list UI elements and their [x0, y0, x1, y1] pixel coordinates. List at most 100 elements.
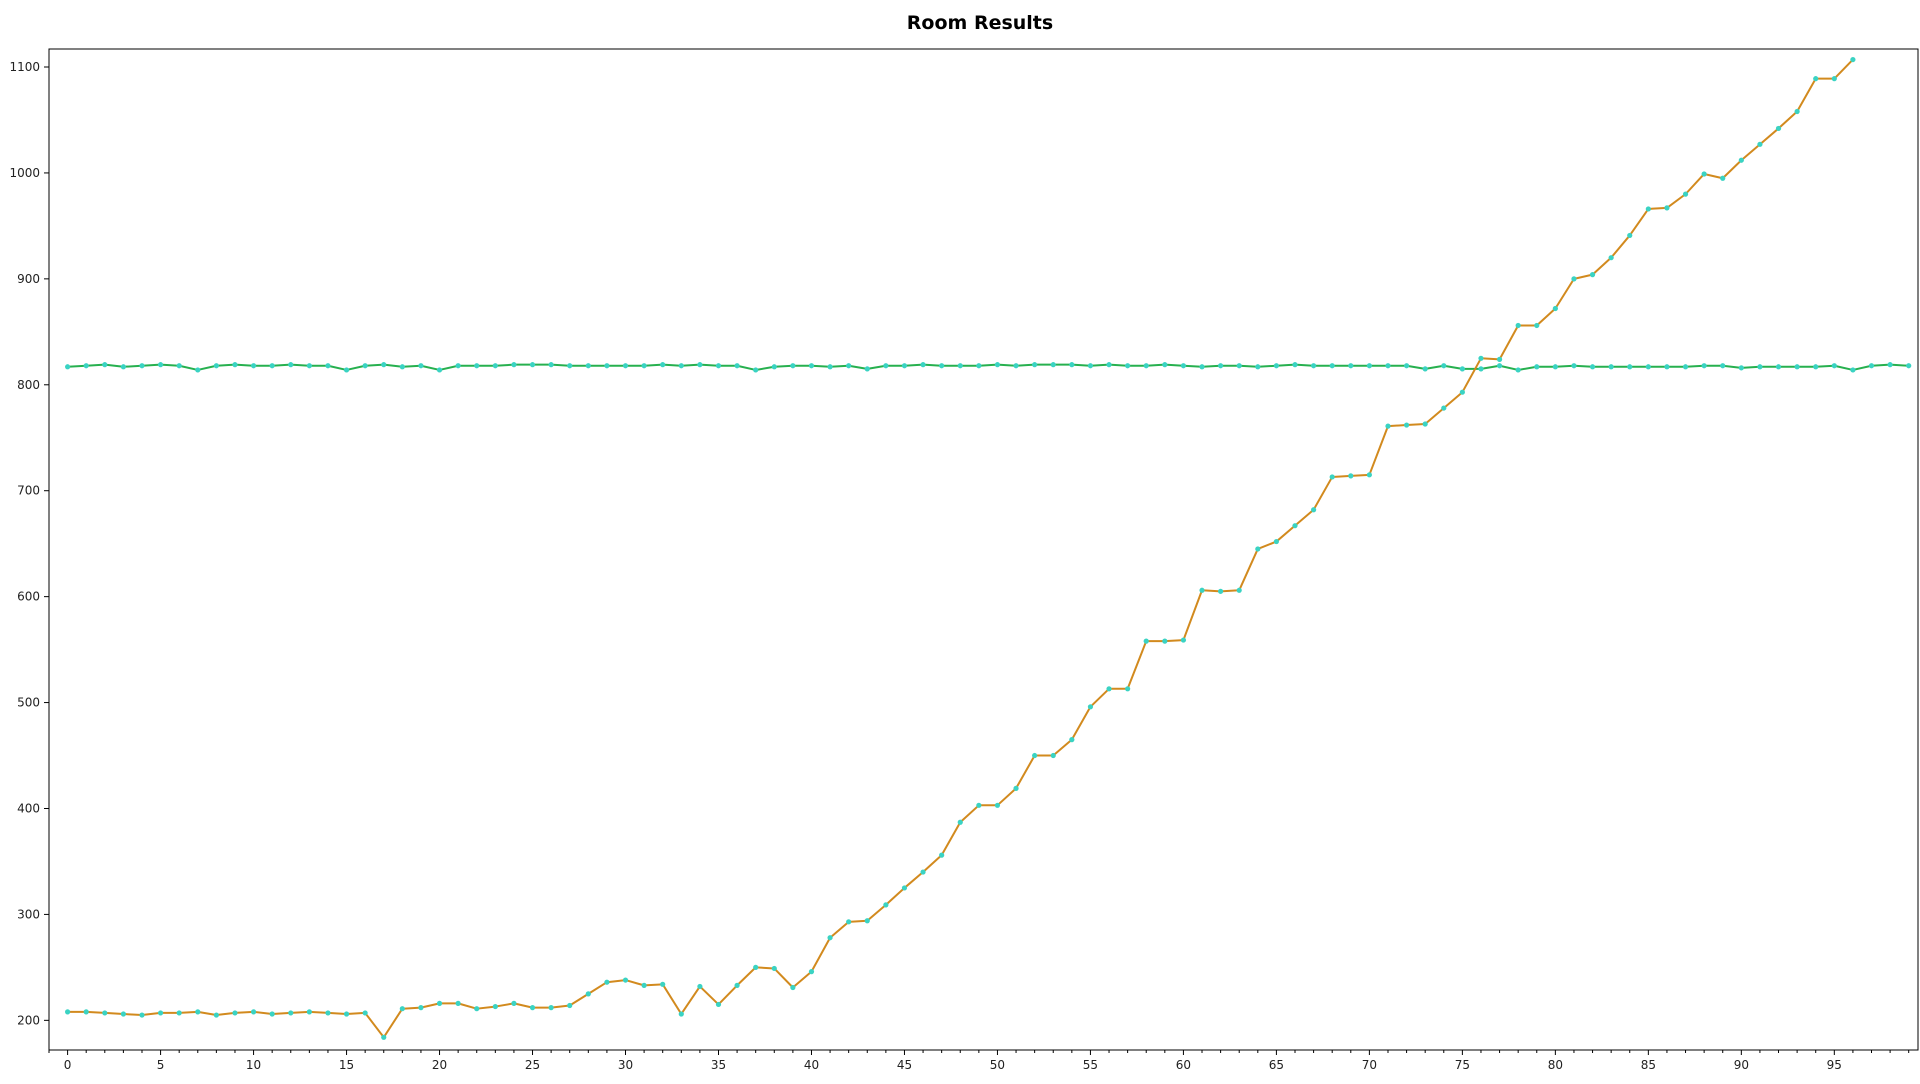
- x-tick-label: 30: [618, 1058, 633, 1072]
- chart-title: Room Results: [907, 12, 1053, 34]
- data-point: [306, 363, 312, 369]
- series-line: [67, 58, 1854, 1039]
- data-point: [660, 362, 666, 368]
- data-point: [232, 362, 238, 368]
- data-point: [1571, 276, 1577, 282]
- data-point: [325, 363, 331, 369]
- data-point: [939, 363, 945, 369]
- data-point: [343, 1011, 350, 1017]
- x-tick-label: 5: [157, 1058, 165, 1072]
- data-point: [343, 367, 350, 373]
- data-point: [1366, 363, 1372, 369]
- data-point: [195, 1009, 201, 1015]
- data-point: [1236, 587, 1242, 593]
- data-point: [1887, 362, 1893, 368]
- data-point: [399, 364, 405, 370]
- data-point: [288, 1010, 294, 1016]
- data-point: [1218, 588, 1224, 594]
- data-point: [1162, 638, 1168, 644]
- data-point: [269, 363, 275, 369]
- data-point: [771, 364, 777, 370]
- data-point: [306, 1009, 312, 1015]
- data-point: [288, 362, 294, 368]
- data-point: [139, 1012, 145, 1018]
- data-point: [1775, 125, 1782, 132]
- data-point: [157, 362, 164, 368]
- data-point: [1013, 785, 1019, 791]
- data-point: [846, 919, 852, 925]
- data-point: [1441, 405, 1447, 411]
- data-point: [1775, 364, 1782, 370]
- data-point: [1831, 363, 1837, 369]
- data-point: [436, 1000, 443, 1006]
- data-point: [1757, 141, 1763, 147]
- data-point: [157, 1010, 164, 1016]
- data-point: [1850, 56, 1856, 63]
- x-tick-label: 50: [990, 1058, 1005, 1072]
- data-point: [362, 1010, 368, 1016]
- data-point: [83, 1009, 89, 1015]
- data-point: [232, 1010, 238, 1016]
- data-point: [1125, 363, 1131, 369]
- data-point: [1701, 363, 1707, 369]
- data-point: [1552, 305, 1558, 312]
- data-point: [901, 885, 908, 891]
- data-point: [1273, 538, 1279, 545]
- data-point: [846, 363, 852, 369]
- data-point: [753, 367, 759, 373]
- data-point: [976, 363, 982, 369]
- data-point: [1106, 686, 1112, 692]
- data-point: [1273, 363, 1279, 369]
- series-2: [65, 56, 1856, 1040]
- data-point: [1087, 704, 1094, 710]
- y-tick-label: 600: [17, 590, 40, 604]
- data-point: [641, 982, 647, 988]
- data-point: [808, 363, 815, 369]
- data-point: [1794, 108, 1800, 115]
- data-point: [1441, 363, 1447, 369]
- data-point: [1478, 366, 1484, 372]
- data-point: [771, 965, 777, 972]
- x-tick-label: 0: [64, 1058, 72, 1072]
- data-point: [436, 367, 443, 373]
- data-point: [567, 1002, 573, 1009]
- data-point: [1627, 232, 1633, 239]
- data-point: [399, 1006, 405, 1012]
- data-point: [250, 1009, 257, 1015]
- data-point: [567, 363, 573, 369]
- data-point: [1757, 364, 1763, 370]
- data-point: [1496, 363, 1503, 369]
- data-point: [1180, 637, 1187, 643]
- data-point: [1515, 322, 1521, 329]
- data-point: [753, 964, 759, 970]
- series-layer: [65, 56, 1912, 1040]
- data-point: [1329, 474, 1335, 480]
- x-axis: 0 5 10 15 20 25 30 35 40 45 50 55 60 65 70 75 80 85 90 95: [48, 1050, 1910, 1072]
- data-point: [1813, 364, 1819, 370]
- data-point: [83, 363, 89, 369]
- data-point: [1738, 157, 1744, 163]
- data-point: [1831, 76, 1837, 82]
- data-point: [195, 367, 201, 373]
- data-point: [1589, 272, 1596, 278]
- data-point: [1608, 255, 1614, 261]
- data-point: [1255, 364, 1261, 370]
- data-point: [1255, 546, 1261, 552]
- x-tick-label: 90: [1734, 1058, 1749, 1072]
- data-point: [474, 1006, 480, 1012]
- series-line: [67, 363, 1909, 371]
- data-point: [511, 362, 517, 368]
- data-point: [734, 982, 740, 988]
- data-point: [920, 869, 926, 875]
- data-point: [1682, 364, 1689, 370]
- data-point: [1162, 362, 1168, 368]
- data-point: [1125, 686, 1131, 692]
- y-tick-label: 1100: [9, 60, 40, 74]
- data-point: [1050, 752, 1056, 759]
- data-point: [976, 802, 982, 808]
- y-tick-label: 400: [17, 801, 40, 815]
- data-point: [381, 362, 387, 368]
- data-point: [1199, 364, 1205, 370]
- data-point: [1682, 191, 1689, 197]
- data-point: [1311, 363, 1317, 369]
